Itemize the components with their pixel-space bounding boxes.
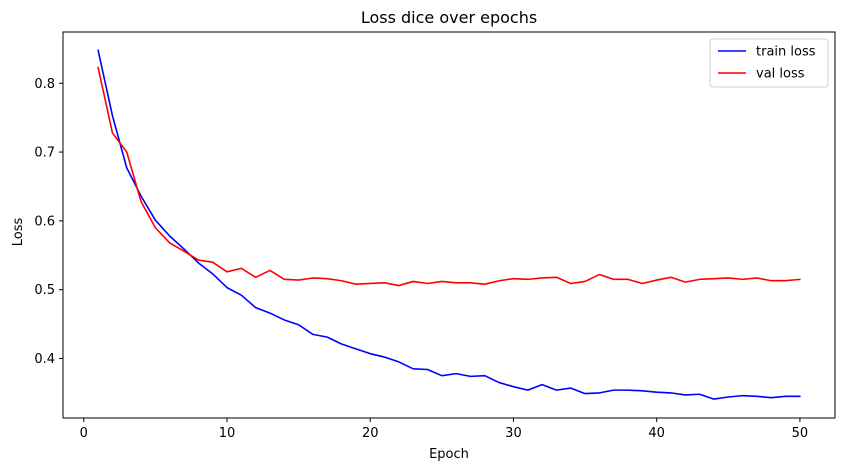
y-axis-ticks: 0.4 0.5 0.6 0.7 0.8 [34,77,63,367]
chart-title: Loss dice over epochs [361,8,537,27]
x-axis-label: Epoch [429,447,469,462]
y-tick-label: 0.7 [34,146,55,161]
y-tick-label: 0.5 [34,283,55,298]
x-tick-label: 10 [219,426,236,441]
y-tick-label: 0.4 [34,352,55,367]
y-tick-label: 0.8 [34,77,55,92]
x-tick-label: 0 [80,426,88,441]
legend-label-2: val loss [756,67,805,82]
x-tick-label: 40 [648,426,665,441]
x-tick-label: 20 [362,426,379,441]
x-axis-ticks: 0 10 20 30 40 50 [80,418,809,441]
y-axis-label: Loss [11,218,26,247]
legend-label-1: train loss [756,45,816,60]
plot-frame [62,31,836,419]
y-tick-label: 0.6 [34,214,55,229]
x-tick-label: 50 [792,426,809,441]
x-tick-label: 30 [505,426,522,441]
legend: train loss val loss [709,38,829,88]
plot-area [97,49,801,400]
series-line-2 [97,66,801,287]
series-line-1 [97,49,801,400]
